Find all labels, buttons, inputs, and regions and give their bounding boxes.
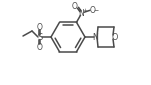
Text: O: O — [37, 23, 43, 32]
Text: O: O — [72, 2, 77, 11]
Text: S: S — [37, 32, 43, 41]
Text: O: O — [90, 6, 95, 15]
Text: +: + — [83, 8, 87, 13]
Text: −: − — [94, 8, 99, 13]
Text: O: O — [37, 42, 43, 52]
Text: N: N — [79, 9, 84, 18]
Text: N: N — [93, 32, 98, 41]
Text: O: O — [112, 32, 118, 41]
